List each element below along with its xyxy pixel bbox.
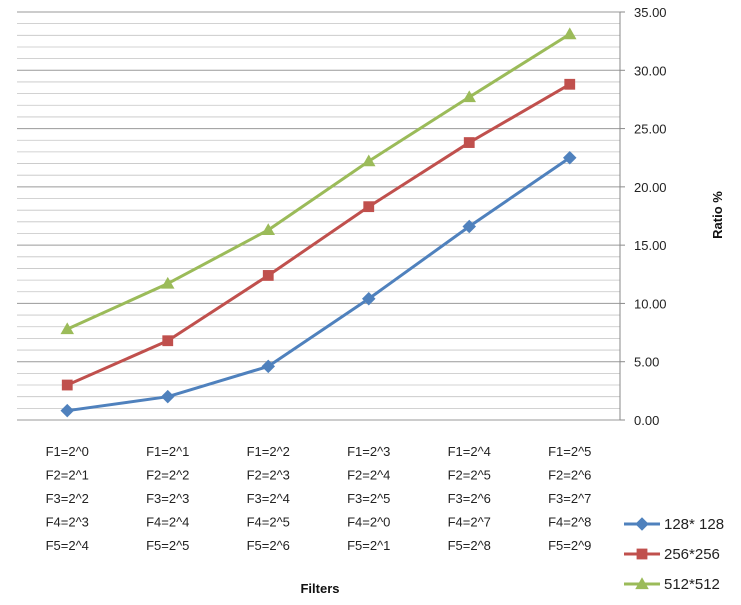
y-tick-label: 30.00	[634, 63, 667, 78]
triangle-point	[362, 154, 376, 167]
diamond-point	[60, 403, 74, 418]
series-line	[66, 32, 571, 331]
x-category-label: F1=2^5	[548, 444, 591, 459]
x-category-label: F2=2^2	[146, 468, 189, 483]
x-category-label: F2=2^1	[46, 468, 89, 483]
y-tick-label: 5.00	[634, 355, 659, 370]
triangle-point	[261, 223, 275, 236]
x-category-label: F3=2^3	[146, 491, 189, 506]
y-axis: 0.00 5.00 10.00 15.00 20.00 25.00 30.00 35.00	[620, 5, 667, 428]
x-category-label: F1=2^2	[247, 444, 290, 459]
x-category-label: F3=2^7	[548, 491, 591, 506]
x-category-label: F3=2^5	[347, 491, 390, 506]
x-category-label: F3=2^4	[247, 491, 290, 506]
legend-label: 512*512	[664, 576, 720, 593]
x-category-label: F4=2^5	[247, 515, 290, 530]
triangle-point	[462, 90, 476, 103]
x-category-label: F5=2^6	[247, 538, 290, 553]
x-category-label: F1=2^4	[448, 444, 491, 459]
legend-label: 128* 128	[664, 516, 724, 533]
x-category-label: F3=2^6	[448, 491, 491, 506]
gridlines	[17, 11, 621, 421]
series-3	[60, 27, 577, 335]
series-1	[60, 150, 577, 418]
diamond-point	[362, 292, 376, 306]
x-category-label: F4=2^0	[347, 515, 390, 530]
x-axis-categories: F1=2^0 F2=2^1 F3=2^2 F4=2^3 F5=2^4 F1=2^1 F2=2…	[46, 444, 592, 553]
y-tick-label: 15.00	[634, 238, 667, 253]
diamond-point	[563, 150, 577, 165]
legend: 128* 128 256*256 512*512	[624, 516, 724, 593]
x-category-label: F2=2^5	[448, 468, 491, 483]
y-tick-label: 10.00	[634, 296, 667, 311]
x-category-label: F4=2^7	[448, 515, 491, 530]
series-2	[61, 78, 576, 391]
square-point	[463, 137, 475, 148]
triangle-point	[60, 322, 74, 335]
x-axis-title: Filters	[300, 581, 339, 596]
triangle-marker	[635, 577, 649, 590]
series-line	[67, 156, 571, 413]
diamond-marker	[635, 517, 649, 531]
square-point	[61, 379, 73, 391]
series-line	[66, 82, 571, 387]
x-category-label: F1=2^0	[46, 444, 89, 459]
x-category-label: F1=2^3	[347, 444, 390, 459]
y-tick-label: 20.00	[634, 180, 667, 195]
y-tick-label: 0.00	[634, 413, 659, 428]
square-point	[363, 201, 375, 213]
x-category-label: F5=2^4	[46, 538, 89, 553]
series-lines	[60, 27, 577, 418]
square-point	[564, 78, 576, 90]
diamond-point	[462, 219, 476, 234]
x-category-label: F3=2^2	[46, 491, 89, 506]
x-category-label: F2=2^3	[247, 468, 290, 483]
y-tick-label: 35.00	[634, 5, 667, 20]
x-category-label: F5=2^8	[448, 538, 491, 553]
square-point	[162, 335, 174, 347]
y-axis-title: Ratio %	[710, 191, 725, 239]
diamond-point	[261, 359, 275, 374]
legend-label: 256*256	[664, 546, 720, 563]
x-category-label: F4=2^4	[146, 515, 189, 530]
y-tick-label: 25.00	[634, 122, 667, 137]
diamond-point	[161, 389, 175, 404]
x-category-label: F1=2^1	[146, 444, 189, 459]
triangle-point	[161, 276, 175, 289]
x-category-label: F4=2^3	[46, 515, 89, 530]
x-category-label: F2=2^6	[548, 468, 591, 483]
square-marker	[636, 548, 648, 560]
x-category-label: F2=2^4	[347, 468, 390, 483]
square-point	[262, 270, 274, 281]
x-category-label: F5=2^9	[548, 538, 591, 553]
x-category-label: F5=2^1	[347, 538, 390, 553]
x-category-label: F4=2^8	[548, 515, 591, 530]
x-category-label: F5=2^5	[146, 538, 189, 553]
triangle-point	[563, 27, 577, 40]
